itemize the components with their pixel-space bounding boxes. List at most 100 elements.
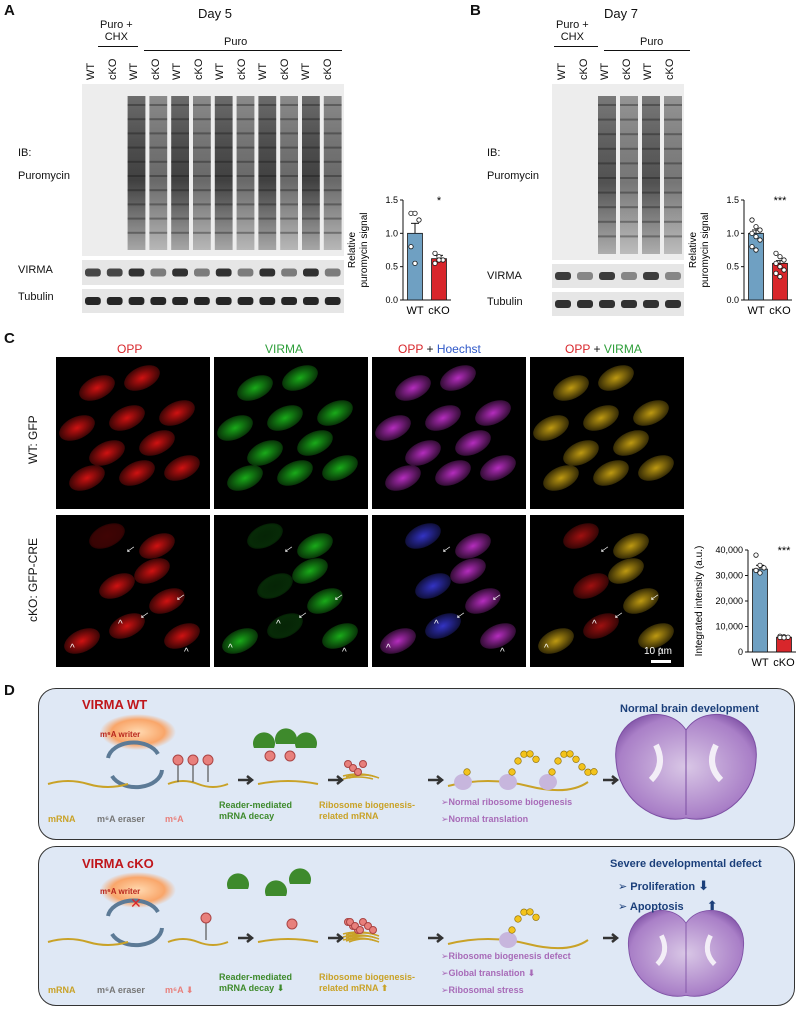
up-arrow-icon: ⬆ xyxy=(380,983,389,993)
scale-bar-label: 10 µm xyxy=(644,646,672,657)
m6a-mark xyxy=(264,750,276,762)
panel-a-ib-label: IB: xyxy=(18,147,32,159)
cell-nucleus xyxy=(446,553,490,589)
lane-label: WT xyxy=(171,62,183,80)
cell-nucleus xyxy=(436,360,480,396)
peptide-bead xyxy=(572,755,580,763)
peptide-bead xyxy=(578,763,586,771)
data-point xyxy=(757,562,763,568)
panel-a-row-virma: VIRMA xyxy=(18,264,53,276)
blot-band xyxy=(621,300,637,308)
y-tick-label: 0.5 xyxy=(726,262,739,272)
m6a-mark xyxy=(286,918,298,930)
x-tick-label: cKO xyxy=(428,305,450,317)
y-tick-label: 20,000 xyxy=(715,596,743,606)
arrowhead-icon: ^ xyxy=(70,643,75,654)
peptide-bead xyxy=(520,908,528,916)
blot-band xyxy=(172,297,188,305)
y-tick-label: 0.0 xyxy=(385,295,398,305)
lane-label: WT xyxy=(214,62,226,80)
cycle-arrow-bottom xyxy=(110,769,164,790)
blot-band xyxy=(577,272,593,280)
cell-nucleus xyxy=(431,455,475,491)
panel-a-virma-blot xyxy=(82,260,344,285)
data-point xyxy=(749,244,755,250)
blot-lane xyxy=(214,96,233,250)
data-point xyxy=(749,230,755,236)
down-arrow-icon: ⬇ xyxy=(185,985,194,995)
cycle-arrow-top xyxy=(106,740,160,759)
cell-nucleus xyxy=(160,450,204,486)
peptide-bead xyxy=(514,915,522,923)
m6a-mark xyxy=(369,926,377,934)
peptide-bead xyxy=(532,913,540,921)
panel-label-b: B xyxy=(470,2,481,19)
data-point xyxy=(753,552,759,558)
col-label-opp-2: OPP xyxy=(398,342,424,356)
cell-nucleus xyxy=(629,395,673,431)
cko-decay-text: Reader-mediated mRNA decay xyxy=(219,972,293,993)
wt-outcome-1: ➢Normal ribosome biogenesis xyxy=(441,797,573,807)
y-tick-label: 1.0 xyxy=(385,228,398,238)
cell-nucleus xyxy=(634,450,678,486)
arrowhead-icon: ^ xyxy=(184,647,189,658)
lane-label: WT xyxy=(85,62,97,80)
m6a-mark xyxy=(284,750,296,762)
blot-band xyxy=(555,272,571,280)
blot-band xyxy=(281,297,297,305)
data-point xyxy=(757,570,763,576)
blot-lane xyxy=(620,96,638,254)
blot-lane xyxy=(598,96,616,254)
cell-nucleus xyxy=(476,618,520,654)
m6a-mark xyxy=(200,912,212,924)
cycle-arrow-top xyxy=(106,898,160,917)
panel-a-bar-chart: 0.0 0.5 1.0 1.5 Relative puromycin signal WT cK… xyxy=(347,195,451,317)
data-point xyxy=(777,254,783,260)
micrograph-opp-cko: ← ← ← ^ ^ ^ xyxy=(56,515,210,667)
arrowhead-icon: ^ xyxy=(342,647,347,658)
cko-outcome-3: ➢Ribosomal stress xyxy=(441,985,524,995)
reader-protein xyxy=(265,880,287,896)
y-tick-label: 10,000 xyxy=(715,622,743,632)
writer-glow xyxy=(100,872,176,908)
bar-WT xyxy=(752,568,768,653)
m6a-mark xyxy=(356,926,364,934)
blot-band xyxy=(106,297,123,305)
cko-m6a-text: m⁶A xyxy=(165,985,184,995)
cell-nucleus xyxy=(451,425,495,461)
significance-label: *** xyxy=(774,195,788,207)
cko-effect-apoptosis: ➢ Apoptosis ⬆ xyxy=(618,898,718,913)
mrna-strand xyxy=(167,780,229,788)
m6a-mark xyxy=(202,754,214,766)
data-point xyxy=(753,247,759,253)
data-point xyxy=(757,237,763,243)
blot-band xyxy=(599,272,615,280)
blot-band xyxy=(150,297,167,305)
data-point xyxy=(432,250,438,256)
cko-outcome-1: ➢Ribosome biogenesis defect xyxy=(441,951,571,961)
blot-lane xyxy=(236,96,255,250)
data-point xyxy=(412,210,418,216)
lane-label: cKO xyxy=(192,58,205,80)
down-arrow-icon: ⬇ xyxy=(527,968,536,978)
cell-nucleus xyxy=(56,410,99,446)
reader-protein xyxy=(227,873,249,889)
down-arrow-icon: ⬇ xyxy=(698,878,710,893)
data-point xyxy=(761,565,767,571)
data-point xyxy=(416,217,422,223)
mrna-strand xyxy=(348,938,380,943)
arrow-icon: ← xyxy=(434,536,456,558)
peptide-bead xyxy=(520,750,528,758)
blot-lane xyxy=(642,96,660,254)
blot-band xyxy=(237,268,254,277)
blot-band xyxy=(303,268,319,277)
data-point xyxy=(773,260,779,266)
row-label-wt-gfp: WT: GFP xyxy=(26,415,40,464)
micrograph-hoechst-wt xyxy=(372,357,526,509)
down-arrow-icon: ⬇ xyxy=(276,983,285,993)
mrna-strand xyxy=(47,780,129,788)
blot-band xyxy=(324,268,341,277)
blot-band xyxy=(128,297,145,305)
blot-band xyxy=(172,268,188,277)
arrow-icon: ← xyxy=(592,536,614,558)
